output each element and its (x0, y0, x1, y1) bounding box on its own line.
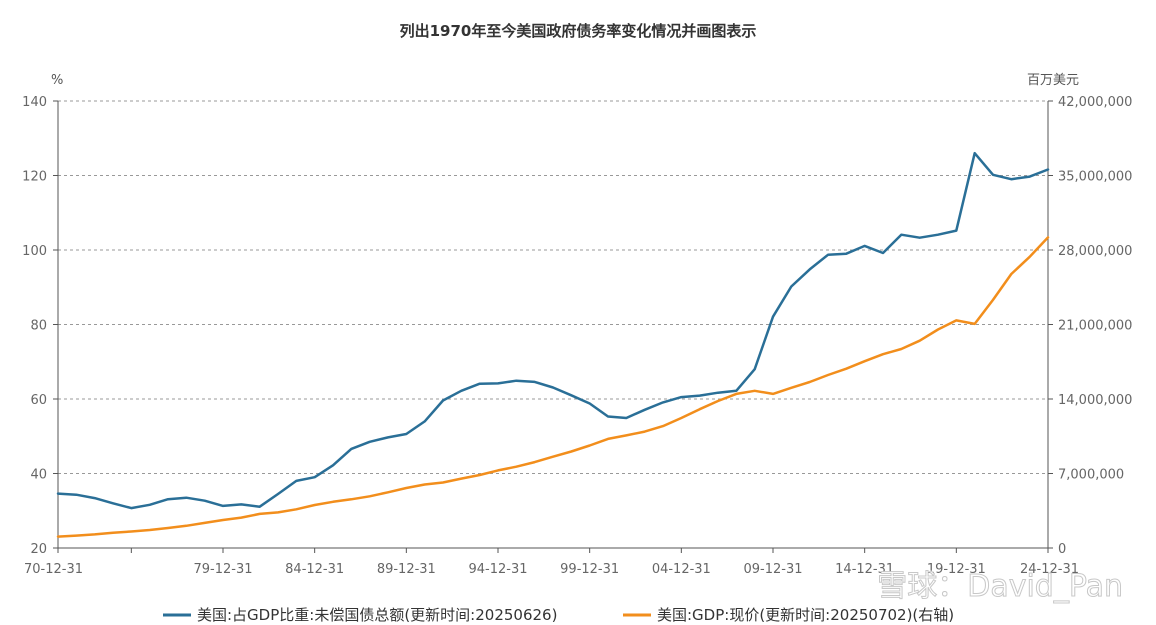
watermark: 雪球：David_Pan (877, 569, 1123, 604)
x-tick-label: 89-12-31 (377, 562, 436, 577)
legend: 美国:占GDP比重:未偿国债总额(更新时间:20250626) 美国:GDP:现价… (163, 606, 954, 624)
x-tick-label: 70-12-31 (24, 562, 83, 577)
right-axis-tick-labels: 0 7,000,000 14,000,000 21,000,000 28,000,000… (1058, 95, 1132, 557)
x-axis-tick-labels: 70-12-31 79-12-31 84-12-31 89-12-31 94-12-31… (24, 562, 1079, 577)
x-tick-label: 79-12-31 (193, 562, 252, 577)
x-tick-label: 09-12-31 (743, 562, 802, 577)
debt-to-gdp-line (56, 151, 1050, 510)
right-axis-unit: 百万美元 (1027, 73, 1079, 88)
axes (53, 100, 1053, 553)
x-tick-label: 99-12-31 (560, 562, 619, 577)
right-tick-label: 0 (1058, 542, 1066, 557)
left-tick-label: 60 (30, 393, 47, 408)
x-tick-label: 94-12-31 (468, 562, 527, 577)
right-tick-label: 14,000,000 (1058, 393, 1132, 408)
legend-label: 美国:占GDP比重:未偿国债总额(更新时间:20250626) (197, 606, 557, 624)
left-tick-label: 100 (22, 244, 47, 259)
gdp-line (56, 236, 1050, 538)
right-tick-label: 21,000,000 (1058, 319, 1132, 334)
gridlines (58, 100, 1048, 474)
chart-title: 列出1970年至今美国政府债务率变化情况并画图表示 (400, 22, 757, 40)
x-tick-label: 19-12-31 (927, 562, 986, 577)
left-tick-label: 20 (30, 542, 47, 557)
x-tick-label: 84-12-31 (285, 562, 344, 577)
series-lines (56, 151, 1050, 538)
left-axis-unit: % (51, 73, 63, 88)
left-tick-label: 80 (30, 319, 47, 334)
x-tick-label: 14-12-31 (835, 562, 894, 577)
left-tick-label: 40 (30, 468, 47, 483)
right-tick-label: 42,000,000 (1058, 95, 1132, 110)
left-axis-tick-labels: 20 40 60 80 100 120 140 (22, 95, 47, 557)
left-tick-label: 120 (22, 170, 47, 185)
right-tick-label: 7,000,000 (1058, 468, 1124, 483)
left-tick-label: 140 (22, 95, 47, 110)
x-tick-label: 04-12-31 (652, 562, 711, 577)
legend-label: 美国:GDP:现价(更新时间:20250702)(右轴) (657, 606, 954, 624)
right-tick-label: 28,000,000 (1058, 244, 1132, 259)
right-tick-label: 35,000,000 (1058, 170, 1132, 185)
x-tick-label: 24-12-31 (1020, 562, 1079, 577)
